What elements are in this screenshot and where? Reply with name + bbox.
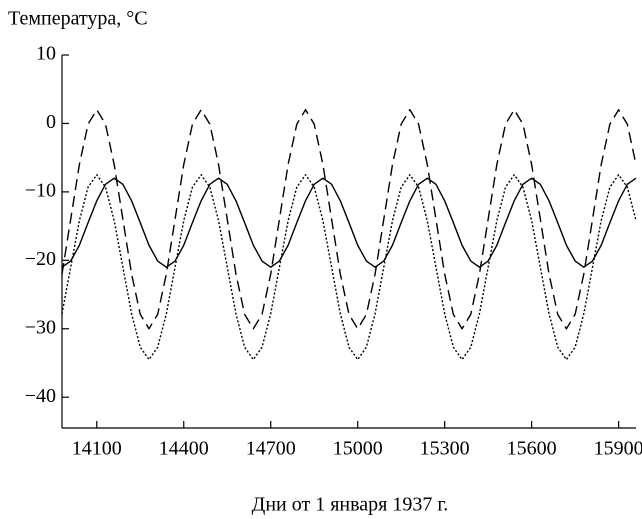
x-tick-label: 15000 (333, 438, 383, 460)
y-tick-label: −40 (25, 385, 56, 407)
y-tick-label: 10 (36, 43, 56, 65)
y-tick-label: 0 (46, 111, 56, 133)
chart-title: Температура, °C (8, 8, 148, 30)
series-line (61, 109, 637, 330)
y-tick-label: −10 (25, 179, 56, 201)
series-line (61, 177, 637, 268)
y-tick-label: −30 (25, 316, 56, 338)
series-line (61, 174, 637, 361)
x-axis-label: Дни от 1 января 1937 г. (252, 494, 449, 516)
x-tick-label: 14400 (159, 438, 209, 460)
x-tick-label: 14700 (246, 438, 296, 460)
x-tick-label: 15300 (420, 438, 470, 460)
x-tick-label: 15600 (507, 438, 557, 460)
y-tick-label: −20 (25, 248, 56, 270)
x-tick-label: 15900 (594, 438, 642, 460)
x-tick-label: 14100 (72, 438, 122, 460)
